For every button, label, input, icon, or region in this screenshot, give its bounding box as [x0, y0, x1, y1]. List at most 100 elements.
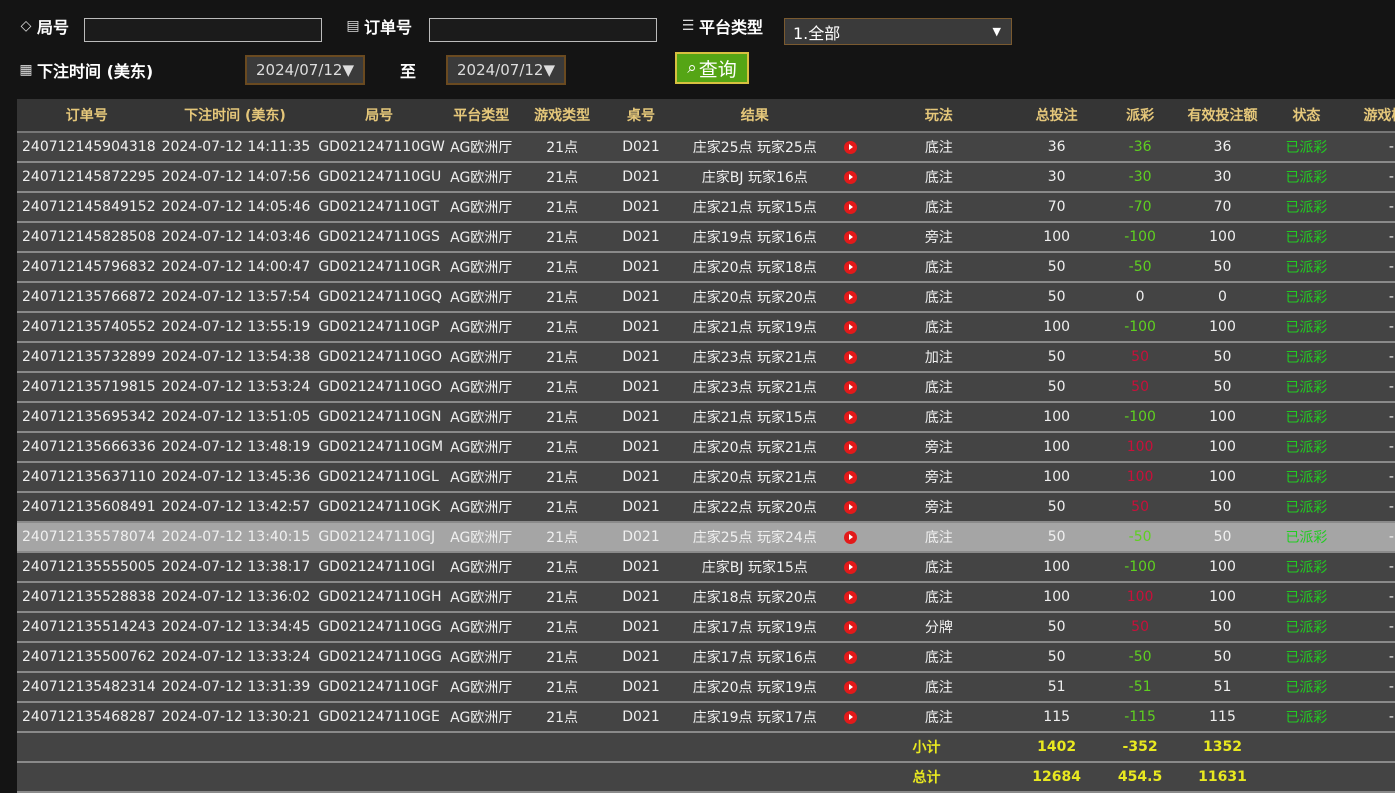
valid-bet-cell: 50	[1178, 492, 1267, 523]
status-cell: 已派彩	[1267, 312, 1346, 343]
payout-cell: -70	[1102, 192, 1178, 223]
search-button[interactable]: ⌕ 查询	[675, 52, 749, 84]
table-row[interactable]: 240712145872295 2024-07-12 14:07:56 GD0212…	[17, 162, 1395, 193]
play-video-icon[interactable]	[843, 230, 857, 244]
valid-bet-cell: 100	[1178, 552, 1267, 583]
result-cell: 庄家20点 玩家20点	[675, 282, 835, 313]
valid-bet-cell: 36	[1178, 132, 1267, 163]
platform-select[interactable]: 1.全部 ▼	[784, 18, 1012, 45]
table-row[interactable]: 240712135695342 2024-07-12 13:51:05 GD0212…	[17, 402, 1395, 433]
play-video-icon[interactable]	[843, 470, 857, 484]
play-video-icon[interactable]	[843, 380, 857, 394]
status-cell: 已派彩	[1267, 252, 1346, 283]
order-id-cell: 240712145796832	[17, 252, 157, 283]
play-video-icon[interactable]	[843, 140, 857, 154]
table-row[interactable]: 240712135555005 2024-07-12 13:38:17 GD0212…	[17, 552, 1395, 583]
table-no-cell: D021	[606, 672, 676, 703]
platform-cell: AG欧洲厅	[444, 372, 518, 403]
game-type-cell: 21点	[517, 342, 607, 373]
result-cell: 庄家20点 玩家18点	[675, 252, 835, 283]
table-no-cell: D021	[606, 162, 676, 193]
round-id-cell: GD021247110GJ	[313, 522, 445, 553]
payout-cell: 50	[1102, 342, 1178, 373]
order-input[interactable]	[429, 18, 657, 42]
order-id-cell: 240712135482314	[17, 672, 157, 703]
replay-cell	[834, 642, 867, 673]
play-video-icon[interactable]	[843, 500, 857, 514]
play-type-cell: 底注	[866, 702, 1012, 733]
order-id-cell: 240712135555005	[17, 552, 157, 583]
round-id-cell: GD021247110GG	[313, 612, 445, 643]
game-type-cell: 21点	[517, 702, 607, 733]
game-type-cell: 21点	[517, 522, 607, 553]
column-header: 平台类型	[444, 99, 518, 133]
replay-cell	[834, 522, 867, 553]
table-row[interactable]: 240712135578074 2024-07-12 13:40:15 GD0212…	[17, 522, 1395, 553]
empty-cell	[517, 762, 607, 793]
table-row[interactable]: 240712145828508 2024-07-12 14:03:46 GD0212…	[17, 222, 1395, 253]
play-video-icon[interactable]	[843, 440, 857, 454]
table-row[interactable]: 240712135500762 2024-07-12 13:33:24 GD0212…	[17, 642, 1395, 673]
play-video-icon[interactable]	[843, 710, 857, 724]
order-id-cell: 240712135468287	[17, 702, 157, 733]
table-row[interactable]: 240712135468287 2024-07-12 13:30:21 GD0212…	[17, 702, 1395, 733]
game-mode-cell: -	[1345, 702, 1395, 733]
round-id-cell: GD021247110GK	[313, 492, 445, 523]
result-cell: 庄家21点 玩家15点	[675, 402, 835, 433]
table-row[interactable]: 240712145904318 2024-07-12 14:11:35 GD0212…	[17, 132, 1395, 163]
status-cell: 已派彩	[1267, 642, 1346, 673]
round-id-cell: GD021247110GR	[313, 252, 445, 283]
round-id-cell: GD021247110GE	[313, 702, 445, 733]
game-type-cell: 21点	[517, 222, 607, 253]
result-cell: 庄家19点 玩家17点	[675, 702, 835, 733]
table-row[interactable]: 240712135637110 2024-07-12 13:45:36 GD0212…	[17, 462, 1395, 493]
game-type-cell: 21点	[517, 552, 607, 583]
play-video-icon[interactable]	[843, 350, 857, 364]
play-video-icon[interactable]	[843, 650, 857, 664]
status-cell: 已派彩	[1267, 582, 1346, 613]
play-video-icon[interactable]	[843, 290, 857, 304]
play-video-icon[interactable]	[843, 260, 857, 274]
play-video-icon[interactable]	[843, 200, 857, 214]
round-id-cell: GD021247110GT	[313, 192, 445, 223]
valid-bet-cell: 115	[1178, 702, 1267, 733]
play-video-icon[interactable]	[843, 620, 857, 634]
bet-time-cell: 2024-07-12 13:40:15	[156, 522, 314, 553]
table-row[interactable]: 240712145849152 2024-07-12 14:05:46 GD0212…	[17, 192, 1395, 223]
table-no-cell: D021	[606, 492, 676, 523]
total-valid-bet: 11631	[1178, 762, 1267, 793]
play-type-cell: 旁注	[866, 222, 1012, 253]
total-bet-cell: 51	[1011, 672, 1103, 703]
game-type-cell: 21点	[517, 312, 607, 343]
table-row[interactable]: 240712135482314 2024-07-12 13:31:39 GD0212…	[17, 672, 1395, 703]
table-row[interactable]: 240712135666336 2024-07-12 13:48:19 GD0212…	[17, 432, 1395, 463]
table-row[interactable]: 240712135740552 2024-07-12 13:55:19 GD0212…	[17, 312, 1395, 343]
play-video-icon[interactable]	[843, 530, 857, 544]
play-video-icon[interactable]	[843, 560, 857, 574]
date-to-select[interactable]: 2024/07/12▼	[446, 55, 566, 85]
order-id-cell: 240712135732899	[17, 342, 157, 373]
play-video-icon[interactable]	[843, 590, 857, 604]
table-row[interactable]: 240712135528838 2024-07-12 13:36:02 GD0212…	[17, 582, 1395, 613]
result-cell: 庄家20点 玩家21点	[675, 432, 835, 463]
table-no-cell: D021	[606, 582, 676, 613]
table-row[interactable]: 240712135732899 2024-07-12 13:54:38 GD0212…	[17, 342, 1395, 373]
play-video-icon[interactable]	[843, 410, 857, 424]
table-no-cell: D021	[606, 642, 676, 673]
date-from-select[interactable]: 2024/07/12▼	[245, 55, 365, 85]
round-input[interactable]	[84, 18, 322, 42]
table-row[interactable]: 240712145796832 2024-07-12 14:00:47 GD0212…	[17, 252, 1395, 283]
total-bet-cell: 100	[1011, 462, 1103, 493]
replay-cell	[834, 552, 867, 583]
play-video-icon[interactable]	[843, 320, 857, 334]
play-video-icon[interactable]	[843, 680, 857, 694]
empty-cell	[313, 732, 445, 763]
table-row[interactable]: 240712135608491 2024-07-12 13:42:57 GD0212…	[17, 492, 1395, 523]
play-video-icon[interactable]	[843, 170, 857, 184]
game-type-cell: 21点	[517, 162, 607, 193]
table-row[interactable]: 240712135719815 2024-07-12 13:53:24 GD0212…	[17, 372, 1395, 403]
column-header: 局号	[313, 99, 445, 133]
table-row[interactable]: 240712135514243 2024-07-12 13:34:45 GD0212…	[17, 612, 1395, 643]
order-label: ▤ 订单号	[346, 18, 413, 37]
table-row[interactable]: 240712135766872 2024-07-12 13:57:54 GD0212…	[17, 282, 1395, 313]
